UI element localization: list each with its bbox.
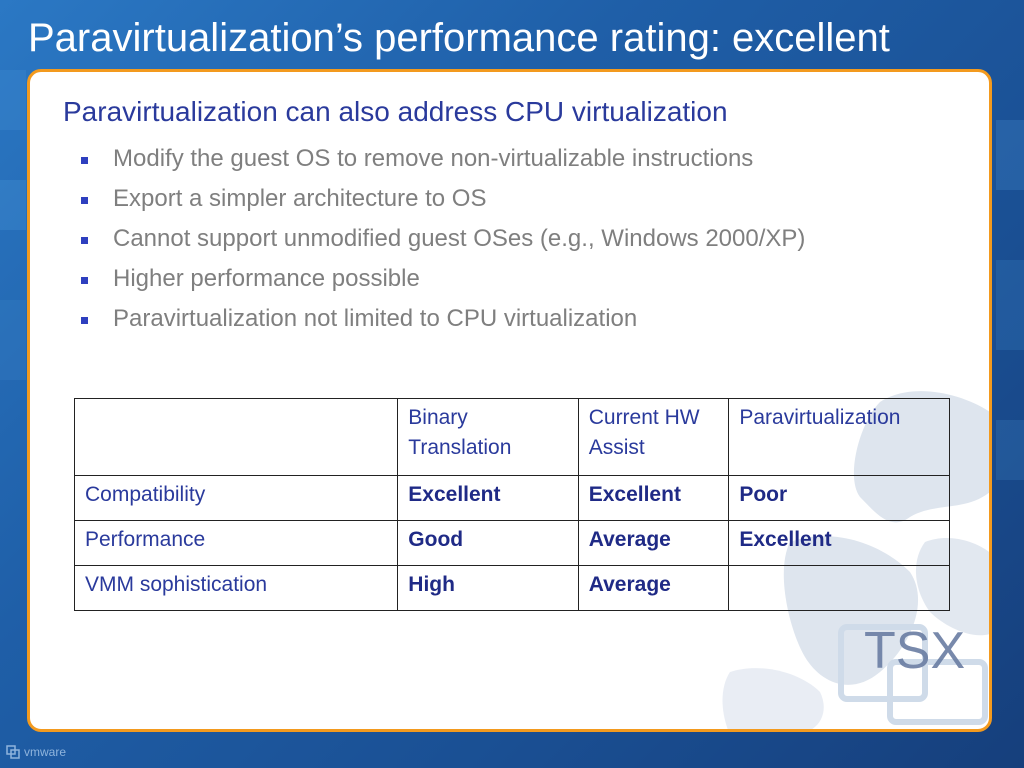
bullet-list: Modify the guest OS to remove non-virtua… [81, 142, 893, 342]
tsx-logo: TSX [838, 622, 988, 725]
table-cell: Good [397, 520, 579, 566]
table-header-cell [73, 398, 399, 476]
table-row: Compatibility Excellent Excellent Poor [73, 475, 950, 521]
table-row: VMM sophistication High Average [73, 565, 950, 611]
table-cell: Poor [728, 475, 950, 521]
bullet-marker-icon [81, 157, 88, 164]
bullet-marker-icon [81, 317, 88, 324]
table-cell: Excellent [397, 475, 579, 521]
row-label: Performance [73, 520, 399, 566]
table-header-row: Binary Translation Current HW Assist Par… [73, 398, 950, 476]
table-cell [728, 565, 950, 611]
table-cell: Average [577, 565, 730, 611]
table-header-cell: Binary Translation [397, 398, 579, 476]
svg-text:TSX: TSX [864, 622, 965, 680]
table-cell: Excellent [577, 475, 730, 521]
bullet-item: Paravirtualization not limited to CPU vi… [81, 302, 893, 336]
table-cell: High [397, 565, 579, 611]
vmware-icon [6, 745, 20, 759]
table-row: Performance Good Average Excellent [73, 520, 950, 566]
table-header-cell: Paravirtualization [728, 398, 950, 476]
bullet-marker-icon [81, 277, 88, 284]
vmware-logo: vmware [6, 742, 66, 762]
bullet-marker-icon [81, 237, 88, 244]
comparison-table: Binary Translation Current HW Assist Par… [73, 398, 950, 611]
row-label: VMM sophistication [73, 565, 399, 611]
vmware-wordmark: vmware [24, 745, 67, 759]
bullet-item: Modify the guest OS to remove non-virtua… [81, 142, 893, 176]
bullet-item: Export a simpler architecture to OS [81, 182, 893, 216]
content-panel: TSX Paravirtualization can also address … [27, 69, 992, 732]
bullet-marker-icon [81, 197, 88, 204]
slide-title: Paravirtualization’s performance rating:… [28, 16, 890, 60]
bullet-item: Cannot support unmodified guest OSes (e.… [81, 222, 893, 256]
table-cell: Average [577, 520, 730, 566]
table-header-cell: Current HW Assist [577, 398, 730, 476]
bullet-item: Higher performance possible [81, 262, 893, 296]
table-cell: Excellent [728, 520, 950, 566]
row-label: Compatibility [73, 475, 399, 521]
slide-heading: Paravirtualization can also address CPU … [63, 96, 728, 127]
